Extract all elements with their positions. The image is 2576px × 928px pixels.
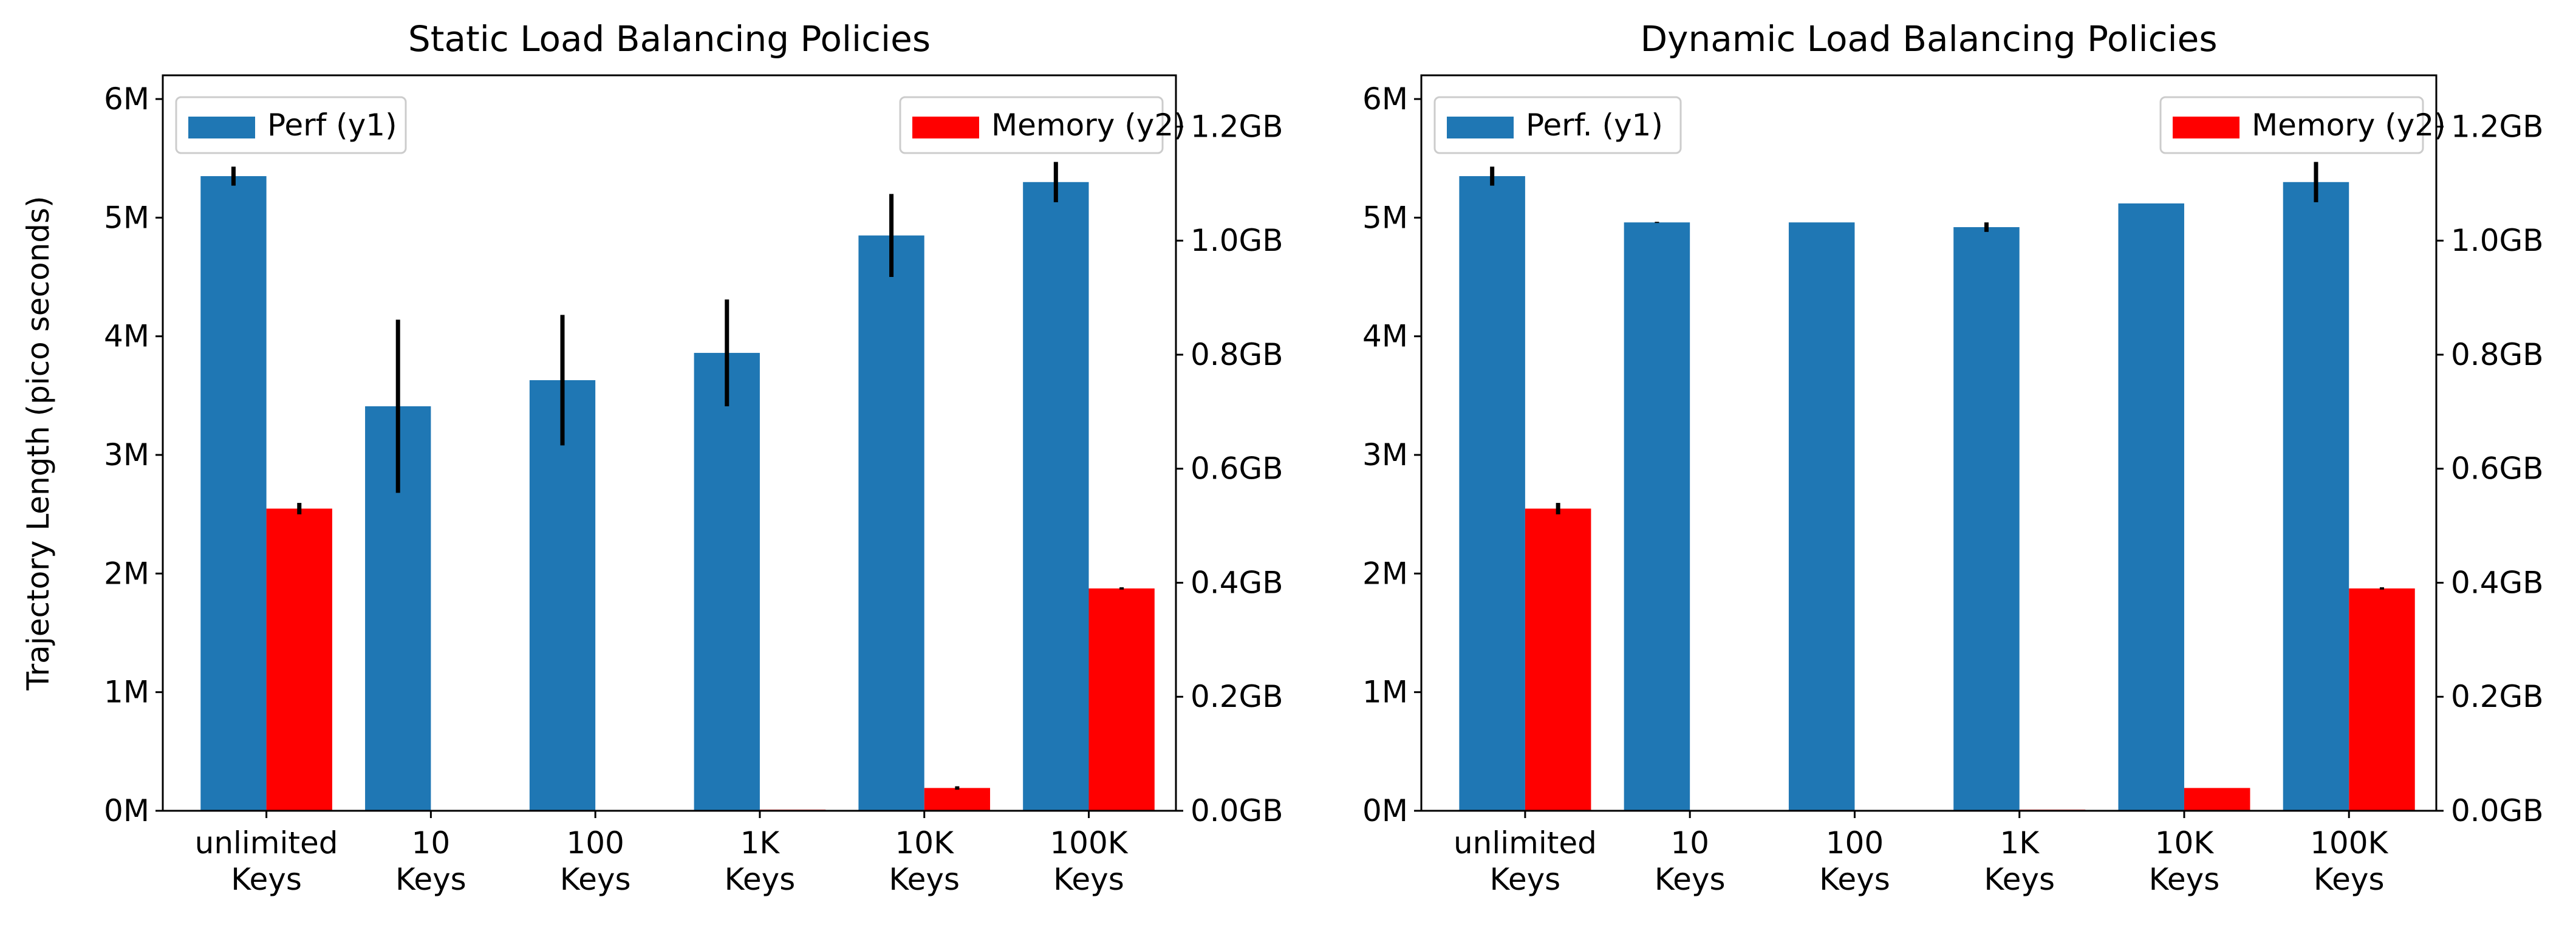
y1-tick-label: 1M <box>104 675 149 710</box>
bar-perf-3 <box>1953 227 2020 811</box>
legend-memory: Memory (y2) <box>899 96 1186 154</box>
y1-tick-label: 3M <box>104 437 149 473</box>
x-tick-label: 1K <box>2000 825 2040 861</box>
bar-perf-5 <box>1023 182 1089 811</box>
bar-memory-0 <box>266 508 332 811</box>
bar-perf-4 <box>858 235 924 811</box>
x-tick-label: Keys <box>1053 862 1124 897</box>
x-tick-label: Keys <box>2149 862 2220 897</box>
y2-tick-label: 1.2GB <box>2451 109 2544 144</box>
x-tick-label: 10 <box>1670 825 1709 861</box>
x-tick-label: Keys <box>889 862 960 897</box>
x-tick-label: Keys <box>1819 862 1890 897</box>
x-tick-label: 10K <box>2155 825 2215 861</box>
plot-frame <box>162 74 1177 812</box>
legend-box <box>899 96 1164 154</box>
bar-memory-4 <box>2184 788 2250 811</box>
bar-perf-0 <box>200 176 267 811</box>
y1-tick-label: 4M <box>1362 319 1408 354</box>
y1-tick-label: 0M <box>104 793 149 828</box>
y1-tick-label: 6M <box>104 81 149 117</box>
x-tick-label: Keys <box>725 862 796 897</box>
x-tick-label: 10 <box>412 825 451 861</box>
y2-tick-label: 0.0GB <box>1191 793 1283 828</box>
y1-tick-label: 2M <box>1362 556 1408 591</box>
legend-perf: Perf (y1) <box>175 96 407 154</box>
y1-tick-label: 1M <box>1362 675 1408 710</box>
y2-tick-label: 1.0GB <box>2451 223 2544 258</box>
bar-perf-4 <box>2118 203 2184 811</box>
y2-tick-label: 0.2GB <box>1191 679 1283 714</box>
legend-label: Perf. (y1) <box>1526 107 1663 143</box>
legend-memory: Memory (y2) <box>2159 96 2446 154</box>
y2-tick-label: 0.8GB <box>2451 337 2544 372</box>
plot-frame <box>1420 74 2438 812</box>
y2-tick-label: 1.2GB <box>1191 109 1283 144</box>
x-tick-label: unlimited <box>1454 825 1597 861</box>
legend-swatch <box>912 117 979 138</box>
x-tick-label: Keys <box>1655 862 1726 897</box>
x-tick-label: Keys <box>395 862 466 897</box>
x-tick-label: Keys <box>2314 862 2385 897</box>
legend-label: Perf (y1) <box>267 107 397 143</box>
legend-perf: Perf. (y1) <box>1433 96 1682 154</box>
bar-perf-2 <box>529 380 596 811</box>
bar-perf-2 <box>1788 222 1855 811</box>
bar-memory-4 <box>924 788 991 811</box>
bar-perf-3 <box>694 353 760 811</box>
y1-tick-label: 3M <box>1362 437 1408 473</box>
static-chart-panel: Static Load Balancing Policies Trajectory… <box>21 18 1283 897</box>
chart-title: Dynamic Load Balancing Policies <box>1640 18 2217 60</box>
bar-memory-5 <box>2349 588 2415 811</box>
y1-tick-label: 5M <box>104 200 149 235</box>
x-tick-label: 10K <box>895 825 954 861</box>
y2-tick-label: 0.4GB <box>1191 565 1283 600</box>
y1-tick-label: 5M <box>1362 200 1408 235</box>
y2-tick-label: 0.6GB <box>2451 451 2544 486</box>
x-tick-label: Keys <box>560 862 631 897</box>
x-tick-label: Keys <box>231 862 302 897</box>
legend-label: Memory (y2) <box>991 107 1186 143</box>
y1-tick-label: 6M <box>1362 81 1408 117</box>
legend-label: Memory (y2) <box>2252 107 2446 143</box>
y2-tick-label: 0.6GB <box>1191 451 1283 486</box>
x-tick-label: Keys <box>1490 862 1561 897</box>
y1-tick-label: 0M <box>1362 793 1408 828</box>
y2-tick-label: 0.2GB <box>2451 679 2544 714</box>
x-tick-label: 100 <box>1826 825 1884 861</box>
y2-tick-label: 1.0GB <box>1191 223 1283 258</box>
chart-title: Static Load Balancing Policies <box>408 18 931 60</box>
y1-tick-label: 2M <box>104 556 149 591</box>
x-tick-label: 1K <box>740 825 781 861</box>
y2-tick-label: 0.8GB <box>1191 337 1283 372</box>
x-tick-label: Keys <box>1984 862 2055 897</box>
y2-tick-label: 0.0GB <box>2451 793 2544 828</box>
x-tick-label: unlimited <box>195 825 338 861</box>
y-axis-label: Trajectory Length (pico seconds) <box>21 196 56 691</box>
legend-box <box>1433 96 1682 154</box>
legend-swatch <box>188 117 255 138</box>
legend-box <box>175 96 407 154</box>
legend-box <box>2159 96 2424 154</box>
dynamic-chart-panel: Dynamic Load Balancing Policies 0M 1M 2M 3M 4… <box>1362 18 2544 897</box>
legend-swatch <box>2173 117 2239 138</box>
bar-perf-1 <box>1624 222 1690 811</box>
x-tick-label: 100K <box>2310 825 2388 861</box>
legend-swatch <box>1447 117 1514 138</box>
y2-tick-label: 0.4GB <box>2451 565 2544 600</box>
bar-perf-0 <box>1459 176 1525 811</box>
bar-memory-0 <box>1525 508 1591 811</box>
y1-tick-label: 4M <box>104 319 149 354</box>
bar-perf-5 <box>2283 182 2349 811</box>
x-tick-label: 100 <box>566 825 624 861</box>
x-tick-label: 100K <box>1050 825 1128 861</box>
bar-memory-5 <box>1088 588 1155 811</box>
